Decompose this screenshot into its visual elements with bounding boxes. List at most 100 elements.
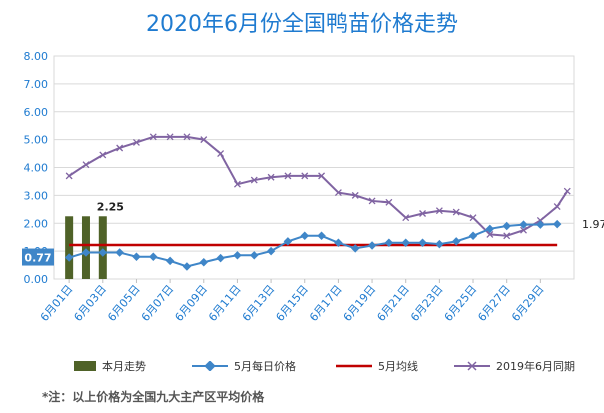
last-year-point: [116, 144, 124, 152]
y-tick-label: 2.00: [24, 217, 49, 230]
daily-price-point: [132, 252, 141, 261]
daily-price-point: [165, 256, 175, 266]
last-year-point: [233, 180, 241, 188]
daily-price-point: [401, 238, 410, 248]
x-tick-label: 6月27日: [475, 283, 513, 324]
legend-last-year-swatch: [454, 361, 490, 371]
daily-price-point: [502, 221, 511, 231]
last-year-point: [166, 133, 174, 141]
bar: [65, 216, 74, 279]
last-year-point: [402, 214, 410, 222]
daily-price-point: [182, 262, 192, 271]
daily-price-point: [350, 244, 360, 253]
daily-price-point: [334, 238, 343, 248]
x-tick-label: 6月15日: [273, 283, 311, 324]
daily-price-point: [283, 237, 293, 246]
last-year-point: [553, 203, 561, 210]
legend-last-year: 2019年6月同期: [454, 358, 575, 374]
last-year-point: [419, 210, 427, 217]
footnote: *注：以上价格为全国九大主产区平均价格: [42, 390, 265, 404]
last-year-point: [318, 172, 326, 180]
x-tick-label: 6月11日: [206, 283, 244, 324]
x-tick-label: 6月23日: [408, 283, 446, 324]
legend-last-year-label: 2019年6月同期: [496, 360, 575, 373]
end-value-label: 1.97: [582, 218, 604, 231]
last-year-point: [301, 172, 309, 180]
daily-price-point: [216, 253, 225, 263]
last-year-point: [520, 226, 527, 234]
last-year-point: [563, 187, 571, 195]
x-axis: 6月01日6月03日6月05日6月07日6月09日6月11日6月13日6月15日…: [38, 279, 547, 324]
last-year-point: [368, 197, 376, 205]
last-year-point: [452, 208, 460, 216]
legend-avg-label: 5月均线: [378, 360, 418, 373]
last-year-point: [469, 214, 477, 222]
y-tick-label: 5.00: [24, 134, 49, 147]
daily-price-point: [435, 239, 444, 249]
last-year-point: [82, 161, 90, 169]
last-year-point: [385, 198, 393, 206]
last-year-point: [503, 232, 511, 240]
daily-price-series: [64, 219, 562, 271]
last-year-point: [334, 189, 342, 197]
bar-series: [65, 216, 107, 279]
plot-frame: [53, 55, 575, 280]
last-year-point: [486, 230, 494, 238]
x-tick-label: 6月29日: [509, 283, 547, 324]
daily-price-point: [418, 238, 427, 248]
daily-price-point: [81, 248, 91, 257]
legend-daily-swatch: [192, 360, 228, 372]
daily-price-point: [233, 251, 242, 260]
daily-price-point: [367, 241, 377, 250]
legend-bars-label: 本月走势: [102, 360, 146, 373]
last-year-point: [217, 150, 225, 158]
daily-price-point: [250, 251, 259, 260]
last-year-line: [68, 135, 569, 237]
last-year-point: [435, 207, 443, 215]
x-tick-label: 6月13日: [240, 283, 278, 324]
x-tick-label: 6月01日: [38, 283, 76, 324]
chart-title: 2020年6月份全国鸭苗价格走势: [146, 12, 458, 37]
start-value-badge: [22, 248, 54, 266]
last-year-point: [284, 172, 292, 180]
daily-price-point: [384, 238, 394, 248]
legend-daily-label: 5月每日价格: [234, 360, 296, 373]
daily-price-point: [317, 231, 326, 241]
x-tick-label: 6月17日: [307, 283, 345, 324]
legend-daily: 5月每日价格: [192, 358, 296, 374]
bar: [98, 216, 107, 279]
x-tick-label: 6月03日: [72, 283, 110, 324]
last-year-point: [149, 133, 157, 141]
daily-price-point: [266, 246, 276, 256]
daily-price-point: [199, 258, 209, 267]
bar-value-label: 2.25: [97, 200, 124, 213]
x-tick-label: 6月21日: [374, 283, 412, 324]
y-tick-label: 4.00: [24, 162, 49, 175]
last-year-point: [183, 133, 191, 141]
y-tick-label: 0.00: [24, 273, 49, 286]
last-year-point: [65, 172, 73, 180]
last-year-point: [250, 176, 258, 184]
last-year-point: [200, 136, 208, 144]
y-tick-label: 3.00: [24, 189, 49, 202]
x-tick-label: 6月07日: [139, 283, 177, 324]
y-tick-label: 8.00: [24, 50, 49, 63]
y-tick-label: 6.00: [24, 106, 49, 119]
bar: [81, 216, 90, 279]
daily-price-point: [98, 248, 108, 257]
daily-price-point: [300, 231, 309, 241]
x-tick-label: 6月19日: [341, 283, 379, 324]
last-year-point: [133, 138, 140, 146]
last-year-point: [267, 173, 275, 181]
grid-lines: [53, 55, 575, 280]
last-year-point: [351, 191, 359, 199]
daily-price-point: [552, 219, 562, 229]
legend-avg-swatch: [336, 361, 372, 371]
daily-price-point: [468, 231, 478, 241]
legend-avg: 5月均线: [336, 358, 418, 374]
daily-price-point: [115, 248, 124, 257]
start-value-label: 0.77: [24, 252, 51, 265]
daily-price-point: [485, 224, 495, 234]
legend-bars: 本月走势: [74, 358, 146, 374]
